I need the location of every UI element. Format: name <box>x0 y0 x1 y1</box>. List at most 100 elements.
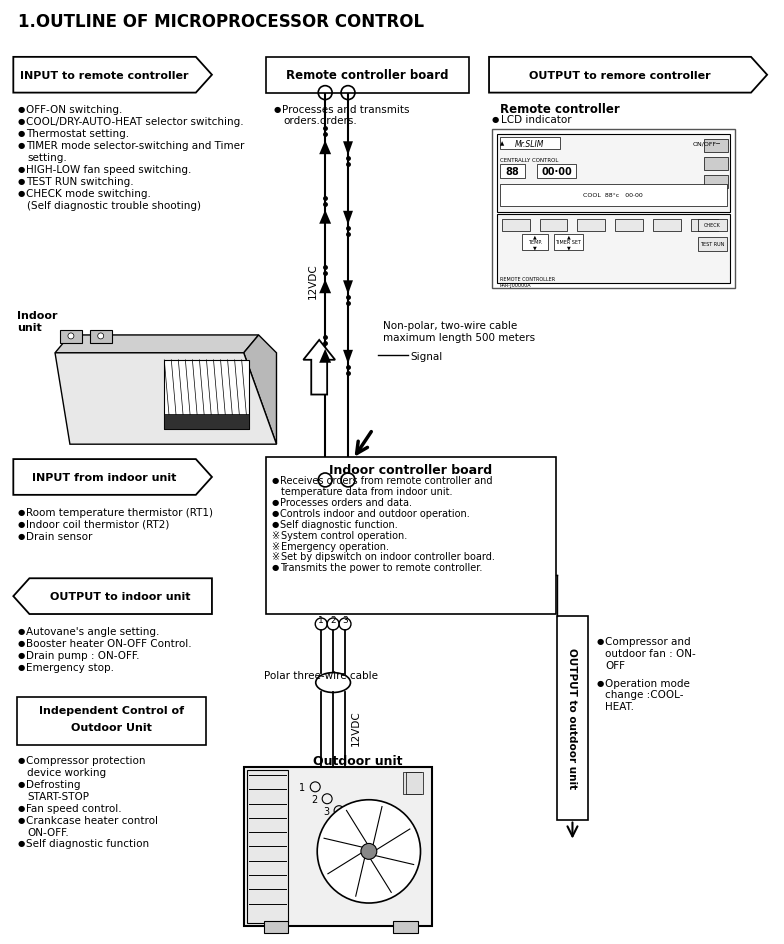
FancyBboxPatch shape <box>393 921 418 933</box>
Text: ●: ● <box>17 626 24 635</box>
Text: Transmits the power to remote controller.: Transmits the power to remote controller… <box>281 563 483 573</box>
Text: 1: 1 <box>299 782 305 792</box>
Text: OFF-ON switching.: OFF-ON switching. <box>26 105 122 114</box>
Text: Autovane's angle setting.: Autovane's angle setting. <box>26 626 160 636</box>
Text: 2: 2 <box>330 615 336 624</box>
Text: Self diagnostic function: Self diagnostic function <box>26 838 149 849</box>
Text: HEAT.: HEAT. <box>605 701 634 712</box>
Text: ※: ※ <box>271 541 280 551</box>
Circle shape <box>361 844 377 859</box>
Text: TEST RUN: TEST RUN <box>700 242 724 246</box>
FancyBboxPatch shape <box>165 361 249 430</box>
FancyBboxPatch shape <box>500 185 728 207</box>
Text: ●: ● <box>17 662 24 671</box>
FancyBboxPatch shape <box>266 58 469 93</box>
Text: LCD indicator: LCD indicator <box>501 115 572 126</box>
Text: ●: ● <box>17 189 24 197</box>
Polygon shape <box>303 341 335 396</box>
FancyBboxPatch shape <box>691 220 718 231</box>
Text: START-STOP: START-STOP <box>27 791 89 801</box>
Text: Controls indoor and outdoor operation.: Controls indoor and outdoor operation. <box>281 508 470 518</box>
Text: ●: ● <box>17 815 24 824</box>
Text: ※: ※ <box>271 530 280 540</box>
Text: Emergency stop.: Emergency stop. <box>26 662 114 672</box>
Polygon shape <box>13 579 212 615</box>
Text: Remote controller board: Remote controller board <box>285 69 448 82</box>
Text: CHECK mode switching.: CHECK mode switching. <box>26 189 151 199</box>
Text: ●: ● <box>597 678 604 687</box>
Text: Crankcase heater control: Crankcase heater control <box>26 815 158 825</box>
Text: device working: device working <box>27 767 107 777</box>
Text: Booster heater ON-OFF Control.: Booster heater ON-OFF Control. <box>26 638 192 649</box>
Polygon shape <box>55 335 259 353</box>
Text: outdoor fan : ON-: outdoor fan : ON- <box>605 649 696 658</box>
Text: ●: ● <box>17 105 24 113</box>
Text: Indoor controller board: Indoor controller board <box>329 463 492 476</box>
Polygon shape <box>319 280 331 294</box>
Text: unit: unit <box>17 323 42 332</box>
FancyBboxPatch shape <box>403 772 420 794</box>
Text: 1: 1 <box>318 615 324 624</box>
Text: Outdoor Unit: Outdoor Unit <box>71 722 152 733</box>
Text: Room temperature thermistor (RT1): Room temperature thermistor (RT1) <box>26 507 213 517</box>
Polygon shape <box>319 142 331 155</box>
Text: Fan speed control.: Fan speed control. <box>26 802 122 813</box>
Text: Independent Control of: Independent Control of <box>39 705 184 716</box>
Text: COOL  88°c   00·00: COOL 88°c 00·00 <box>583 194 643 198</box>
Text: OUTPUT to remore controller: OUTPUT to remore controller <box>529 71 711 80</box>
Text: 00·00: 00·00 <box>541 167 572 177</box>
Text: 1.OUTLINE OF MICROPROCESSOR CONTROL: 1.OUTLINE OF MICROPROCESSOR CONTROL <box>18 13 424 31</box>
Text: Non-polar, two-wire cable: Non-polar, two-wire cable <box>383 321 517 330</box>
FancyBboxPatch shape <box>244 767 433 926</box>
Text: Drain sensor: Drain sensor <box>26 531 93 541</box>
FancyBboxPatch shape <box>615 220 643 231</box>
Text: Polar three-wire cable: Polar three-wire cable <box>263 670 378 680</box>
Polygon shape <box>60 330 82 344</box>
Circle shape <box>68 333 74 340</box>
Text: Set by dipswitch on indoor controller board.: Set by dipswitch on indoor controller bo… <box>281 552 495 562</box>
Text: TIMER mode selector-switching and Timer: TIMER mode selector-switching and Timer <box>26 142 245 151</box>
Text: Indoor: Indoor <box>17 311 58 321</box>
Text: ●: ● <box>271 508 279 517</box>
FancyBboxPatch shape <box>554 234 583 250</box>
Text: Indoor coil thermistor (RT2): Indoor coil thermistor (RT2) <box>26 519 169 530</box>
Text: ●: ● <box>17 507 24 516</box>
FancyBboxPatch shape <box>539 220 568 231</box>
FancyBboxPatch shape <box>698 237 728 251</box>
Text: Signal: Signal <box>411 351 443 362</box>
Polygon shape <box>319 211 331 225</box>
FancyBboxPatch shape <box>17 698 206 746</box>
FancyBboxPatch shape <box>405 772 423 794</box>
Polygon shape <box>343 143 353 156</box>
Text: change :COOL-: change :COOL- <box>605 690 684 700</box>
FancyBboxPatch shape <box>165 415 249 430</box>
Text: REMOTE CONTROLLER
PAR-J00000A: REMOTE CONTROLLER PAR-J00000A <box>500 277 555 288</box>
Polygon shape <box>13 58 212 93</box>
Text: ●: ● <box>17 129 24 138</box>
Text: INPUT to remote controller: INPUT to remote controller <box>20 71 189 80</box>
FancyBboxPatch shape <box>266 458 556 615</box>
Text: ※: ※ <box>271 552 280 562</box>
Polygon shape <box>244 335 277 445</box>
Text: ●: ● <box>17 117 24 126</box>
Text: Drain pump : ON-OFF.: Drain pump : ON-OFF. <box>26 650 140 660</box>
Text: ●: ● <box>17 779 24 788</box>
Text: ●: ● <box>17 142 24 150</box>
FancyBboxPatch shape <box>703 158 728 171</box>
Text: ●: ● <box>17 838 24 848</box>
Text: orders.orders.: orders.orders. <box>284 116 358 126</box>
FancyBboxPatch shape <box>497 135 731 212</box>
FancyBboxPatch shape <box>502 220 530 231</box>
Polygon shape <box>489 58 767 93</box>
Polygon shape <box>90 330 111 344</box>
Text: 12VDC: 12VDC <box>308 263 318 299</box>
Polygon shape <box>343 281 353 295</box>
Text: Outdoor unit: Outdoor unit <box>313 754 403 767</box>
Text: 3: 3 <box>323 806 329 816</box>
Text: ●: ● <box>17 531 24 540</box>
Text: ●: ● <box>271 563 279 572</box>
Text: 88: 88 <box>505 167 519 177</box>
Text: ●: ● <box>492 115 499 125</box>
Polygon shape <box>319 349 331 363</box>
Text: HIGH-LOW fan speed switching.: HIGH-LOW fan speed switching. <box>26 165 191 175</box>
